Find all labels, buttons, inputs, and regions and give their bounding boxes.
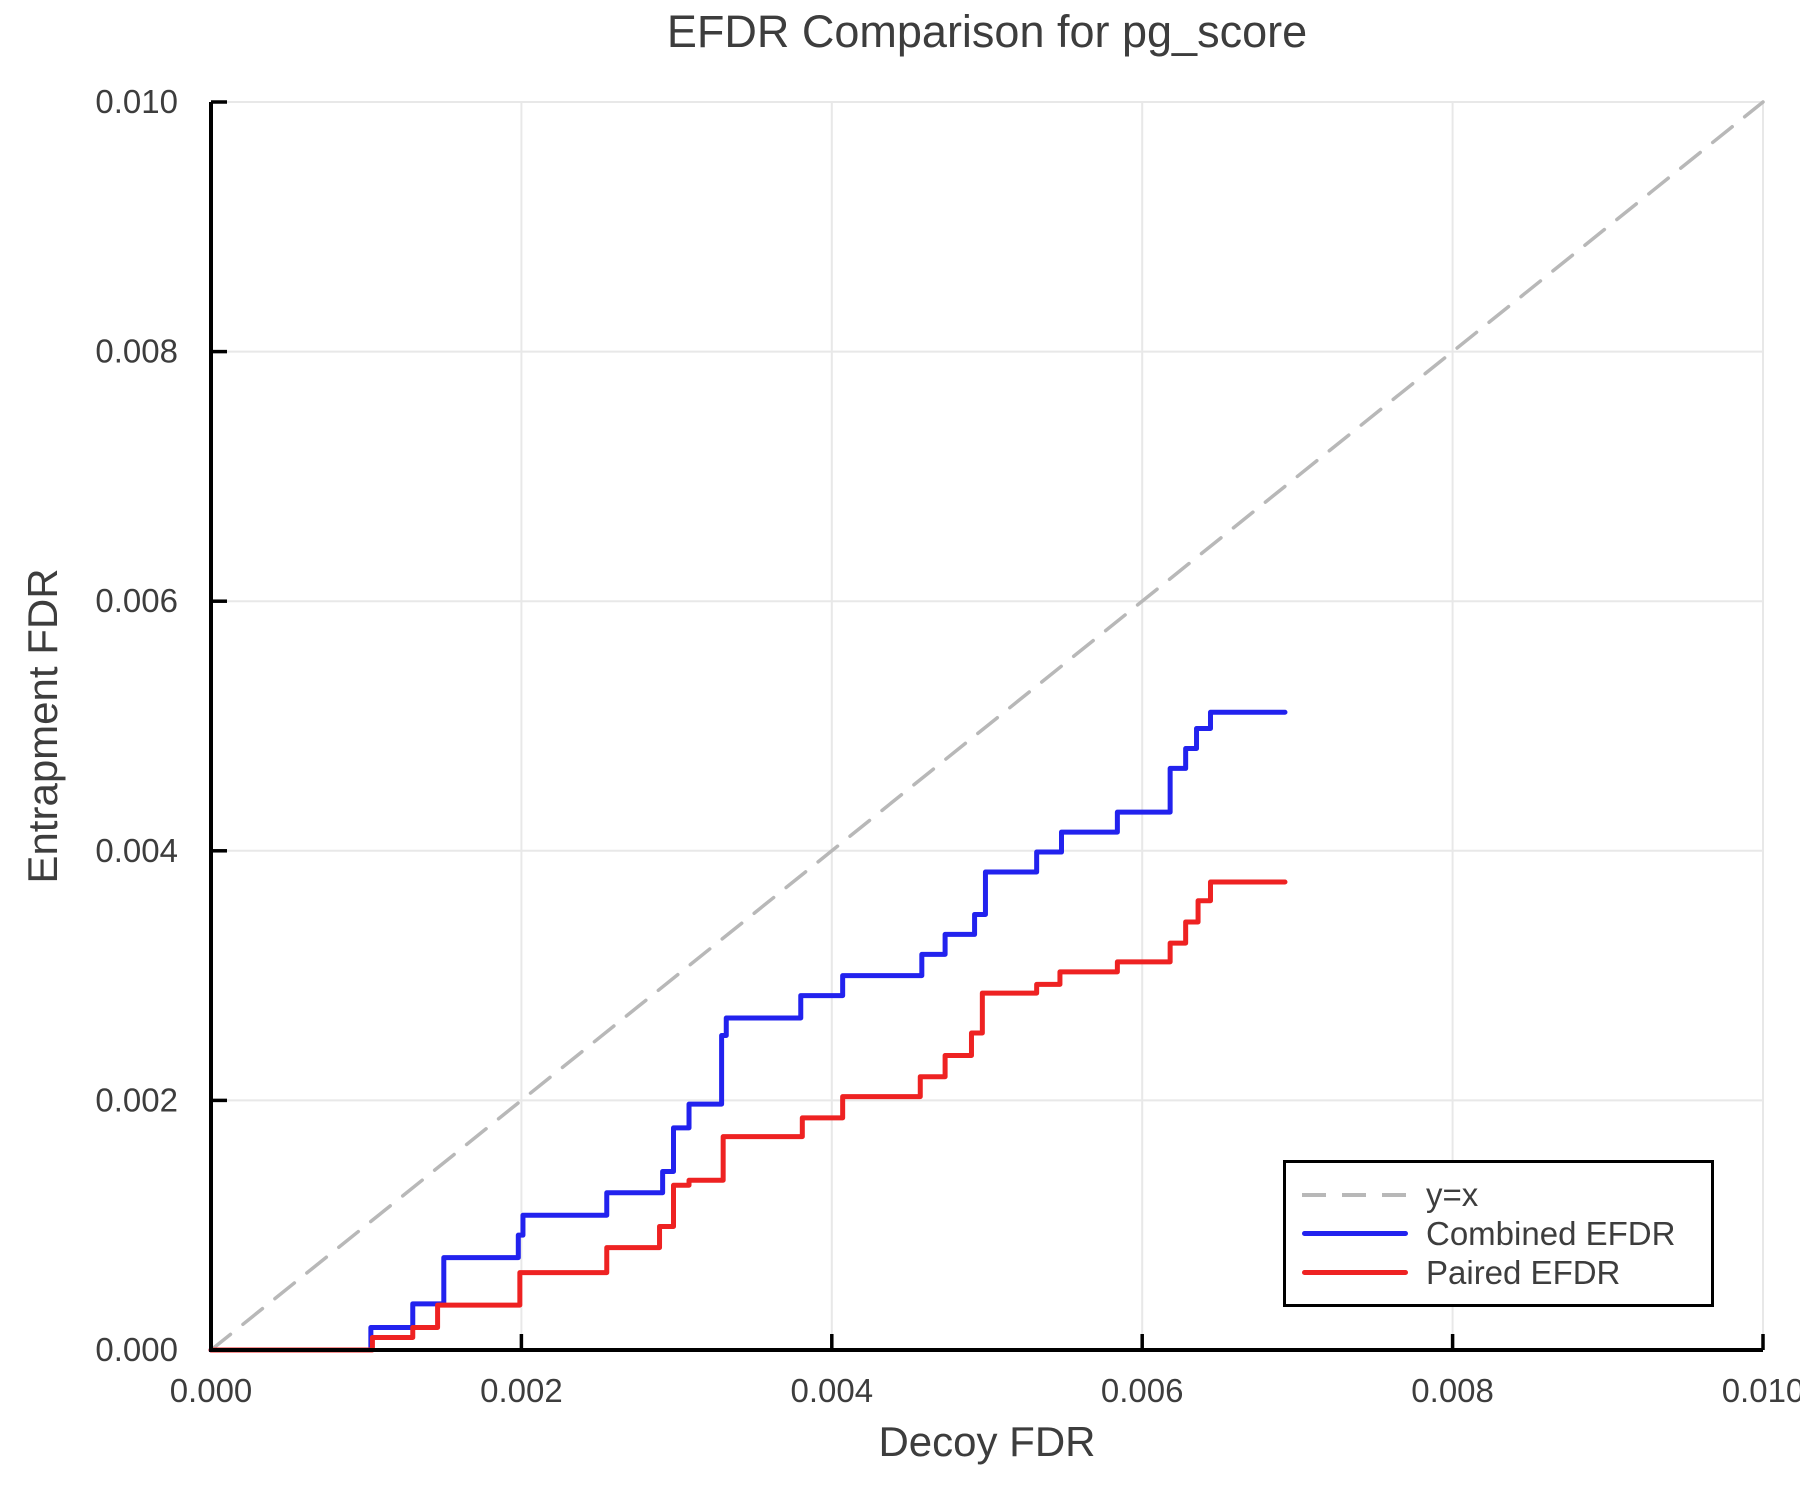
series-line-y-x — [209, 100, 1765, 1352]
y-tick-label: 0.002 — [95, 1081, 178, 1118]
legend-item-paired-efdr: Paired EFDR — [1302, 1253, 1711, 1292]
paired-efdr-line-sample — [1302, 1270, 1408, 1275]
legend-label-combined-efdr: Combined EFDR — [1426, 1215, 1676, 1252]
series-line-combined-efdr — [208, 709, 1288, 1353]
y-tick-label: 0.010 — [95, 83, 178, 120]
y-tick-label: 0.004 — [95, 832, 178, 869]
y-tick-label: 0.000 — [95, 1331, 178, 1368]
x-tick-label: 0.010 — [1722, 1372, 1800, 1409]
y-tick-labels: 0.000 0.002 0.004 0.006 0.008 0.010 — [95, 83, 178, 1368]
x-tick-label: 0.000 — [170, 1372, 253, 1409]
x-tick-label: 0.008 — [1411, 1372, 1494, 1409]
x-axis-label: Decoy FDR — [878, 1418, 1096, 1465]
legend: y=x Combined EFDR Paired EFDR — [1283, 1160, 1714, 1307]
tick-marks — [209, 100, 1765, 1352]
gridlines — [211, 101, 1764, 1350]
combined-efdr-line-sample — [1302, 1231, 1408, 1236]
identity-dashed-line-sample — [1302, 1192, 1408, 1197]
legend-item-combined-efdr: Combined EFDR — [1302, 1214, 1711, 1253]
series-line-paired-efdr — [208, 879, 1288, 1353]
chart-title: EFDR Comparison for pg_score — [666, 6, 1308, 57]
x-tick-labels: 0.000 0.002 0.004 0.006 0.008 0.010 — [170, 1372, 1800, 1409]
x-tick-label: 0.004 — [791, 1372, 874, 1409]
y-tick-label: 0.008 — [95, 333, 178, 370]
legend-item-identity: y=x — [1302, 1175, 1711, 1214]
legend-label-paired-efdr: Paired EFDR — [1426, 1254, 1621, 1291]
y-tick-label: 0.006 — [95, 582, 178, 619]
y-axis-label: Entrapment FDR — [19, 568, 66, 884]
series-lines — [208, 100, 1765, 1353]
x-tick-label: 0.002 — [480, 1372, 563, 1409]
legend-label-identity: y=x — [1426, 1176, 1479, 1213]
x-tick-label: 0.006 — [1101, 1372, 1184, 1409]
